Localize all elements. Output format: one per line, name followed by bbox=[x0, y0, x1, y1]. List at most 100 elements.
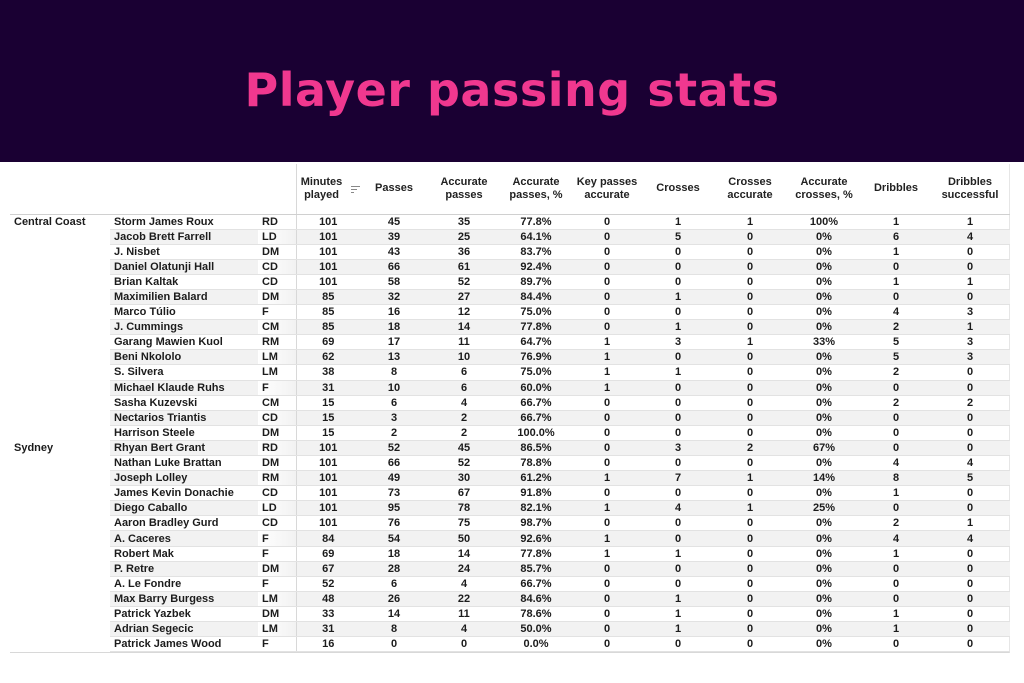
column-header-minutes[interactable]: Minutes played bbox=[295, 164, 360, 215]
stat-cell-minutes: 31 bbox=[295, 380, 360, 396]
column-header-acc-crosses-pct[interactable]: Accurate crosses, % bbox=[786, 164, 862, 215]
stat-cell-dribbles: 4 bbox=[862, 530, 930, 547]
player-name-cell: Nectarios Triantis bbox=[110, 410, 258, 426]
stat-cell-crosses: 0 bbox=[642, 380, 714, 396]
player-position-cell: CD bbox=[258, 259, 296, 275]
player-name-cell: Diego Caballo bbox=[110, 500, 258, 517]
stat-cell-key-passes: 1 bbox=[572, 334, 642, 351]
player-position-cell: F bbox=[258, 636, 296, 653]
column-header-acc-passes-pct[interactable]: Accurate passes, % bbox=[500, 164, 572, 215]
stat-cell-dribbles-succ: 0 bbox=[930, 606, 1010, 623]
player-name-cell: Joseph Lolley bbox=[110, 470, 258, 487]
stat-cell-dribbles-succ: 2 bbox=[930, 395, 1010, 411]
stat-cell-passes: 73 bbox=[360, 485, 428, 502]
column-header-acc-passes[interactable]: Accurate passes bbox=[428, 164, 500, 215]
player-name-cell: Maximilien Balard bbox=[110, 289, 258, 306]
player-name-cell: Aaron Bradley Gurd bbox=[110, 515, 258, 532]
column-header-dribbles-succ[interactable]: Dribbles successful bbox=[930, 164, 1010, 215]
player-position-cell: F bbox=[258, 546, 296, 562]
team-name-cell bbox=[10, 591, 110, 606]
stat-cell-dribbles-succ: 3 bbox=[930, 349, 1010, 366]
table-row: Patrick Yazbek DM 33 14 11 78.6% 0 1 0 0% 1 0 bbox=[10, 606, 1010, 623]
stat-cell-passes: 95 bbox=[360, 500, 428, 517]
table-row: Joseph Lolley RM 101 49 30 61.2% 1 7 1 14% 8 5 bbox=[10, 470, 1010, 487]
stat-cell-minutes: 33 bbox=[295, 606, 360, 623]
team-name-cell bbox=[10, 501, 110, 516]
table-row: Robert Mak F 69 18 14 77.8% 1 1 0 0% 1 0 bbox=[10, 546, 1010, 562]
stat-cell-acc-passes: 22 bbox=[428, 591, 500, 607]
stat-cell-acc-passes: 67 bbox=[428, 485, 500, 502]
stat-cell-acc-passes: 11 bbox=[428, 334, 500, 351]
column-header-key-passes[interactable]: Key passes accurate bbox=[572, 164, 642, 215]
stat-cell-dribbles-succ: 5 bbox=[930, 470, 1010, 487]
stat-cell-acc-passes: 24 bbox=[428, 561, 500, 577]
stat-cell-key-passes: 0 bbox=[572, 319, 642, 336]
stat-cell-passes: 13 bbox=[360, 349, 428, 366]
player-position-cell: DM bbox=[258, 244, 296, 260]
stat-cell-dribbles: 1 bbox=[862, 546, 930, 562]
table-row: James Kevin Donachie CD 101 73 67 91.8% 0 0 0 0% 1… bbox=[10, 485, 1010, 502]
stat-cell-acc-passes-pct: 84.4% bbox=[500, 289, 572, 306]
stat-cell-acc-crosses-pct: 33% bbox=[786, 334, 862, 351]
sort-descending-icon[interactable] bbox=[350, 185, 360, 193]
stat-cell-acc-passes-pct: 75.0% bbox=[500, 364, 572, 381]
player-position-cell: DM bbox=[258, 289, 296, 306]
column-header-crosses[interactable]: Crosses bbox=[642, 164, 714, 215]
stat-cell-passes: 6 bbox=[360, 395, 428, 411]
column-header-dribbles[interactable]: Dribbles bbox=[862, 164, 930, 215]
player-position-cell: RM bbox=[258, 470, 296, 487]
player-name-cell: Sasha Kuzevski bbox=[110, 395, 258, 411]
stat-cell-crosses-acc: 1 bbox=[714, 214, 786, 230]
stat-cell-crosses: 0 bbox=[642, 576, 714, 592]
stat-cell-dribbles-succ: 0 bbox=[930, 546, 1010, 562]
stat-cell-key-passes: 0 bbox=[572, 485, 642, 502]
stat-cell-crosses-acc: 1 bbox=[714, 334, 786, 351]
stat-cell-dribbles: 0 bbox=[862, 500, 930, 517]
stat-cell-passes: 26 bbox=[360, 591, 428, 607]
player-name-cell: Max Barry Burgess bbox=[110, 591, 258, 607]
stat-cell-crosses: 0 bbox=[642, 274, 714, 290]
stat-cell-acc-passes: 52 bbox=[428, 455, 500, 472]
stat-cell-crosses: 0 bbox=[642, 244, 714, 260]
page-title: Player passing stats bbox=[244, 63, 780, 117]
stat-cell-dribbles-succ: 1 bbox=[930, 274, 1010, 290]
stat-cell-crosses-acc: 0 bbox=[714, 274, 786, 290]
team-name-cell bbox=[10, 335, 110, 350]
stat-cell-acc-passes: 4 bbox=[428, 395, 500, 411]
stat-cell-dribbles: 6 bbox=[862, 229, 930, 245]
stat-cell-acc-crosses-pct: 14% bbox=[786, 470, 862, 487]
player-name-cell: Harrison Steele bbox=[110, 425, 258, 441]
stat-cell-dribbles: 1 bbox=[862, 606, 930, 623]
stat-cell-dribbles: 0 bbox=[862, 425, 930, 441]
stat-cell-crosses-acc: 0 bbox=[714, 530, 786, 547]
team-name-cell bbox=[10, 606, 110, 621]
table-row: Adrian Segecic LM 31 8 4 50.0% 0 1 0 0% 1 0 bbox=[10, 621, 1010, 638]
team-name-cell bbox=[10, 471, 110, 486]
player-position-cell: DM bbox=[258, 455, 296, 472]
player-position-cell: CD bbox=[258, 274, 296, 290]
stat-cell-crosses-acc: 0 bbox=[714, 485, 786, 502]
team-name-cell bbox=[10, 410, 110, 425]
stat-cell-passes: 66 bbox=[360, 259, 428, 275]
column-header-crosses-acc[interactable]: Crosses accurate bbox=[714, 164, 786, 215]
column-header-passes[interactable]: Passes bbox=[360, 164, 428, 215]
team-name-cell bbox=[10, 576, 110, 591]
player-header bbox=[110, 164, 258, 215]
stat-cell-acc-passes-pct: 64.7% bbox=[500, 334, 572, 351]
stat-cell-minutes: 101 bbox=[295, 440, 360, 457]
stat-cell-acc-passes: 36 bbox=[428, 244, 500, 260]
player-name-cell: Patrick Yazbek bbox=[110, 606, 258, 623]
stat-cell-passes: 17 bbox=[360, 334, 428, 351]
team-name-cell bbox=[10, 486, 110, 501]
stat-cell-dribbles: 4 bbox=[862, 455, 930, 472]
stat-cell-acc-crosses-pct: 0% bbox=[786, 485, 862, 502]
stat-cell-key-passes: 1 bbox=[572, 546, 642, 562]
table-row: Sydney Rhyan Bert Grant RD 101 52 45 86.5% 0 3 2 6… bbox=[10, 440, 1010, 457]
stat-cell-dribbles-succ: 0 bbox=[930, 485, 1010, 502]
stat-cell-acc-passes: 12 bbox=[428, 304, 500, 321]
team-name-cell bbox=[10, 259, 110, 274]
stat-cell-minutes: 69 bbox=[295, 334, 360, 351]
stat-cell-acc-passes-pct: 77.8% bbox=[500, 319, 572, 336]
stat-cell-crosses-acc: 0 bbox=[714, 425, 786, 441]
stat-cell-crosses-acc: 0 bbox=[714, 621, 786, 638]
